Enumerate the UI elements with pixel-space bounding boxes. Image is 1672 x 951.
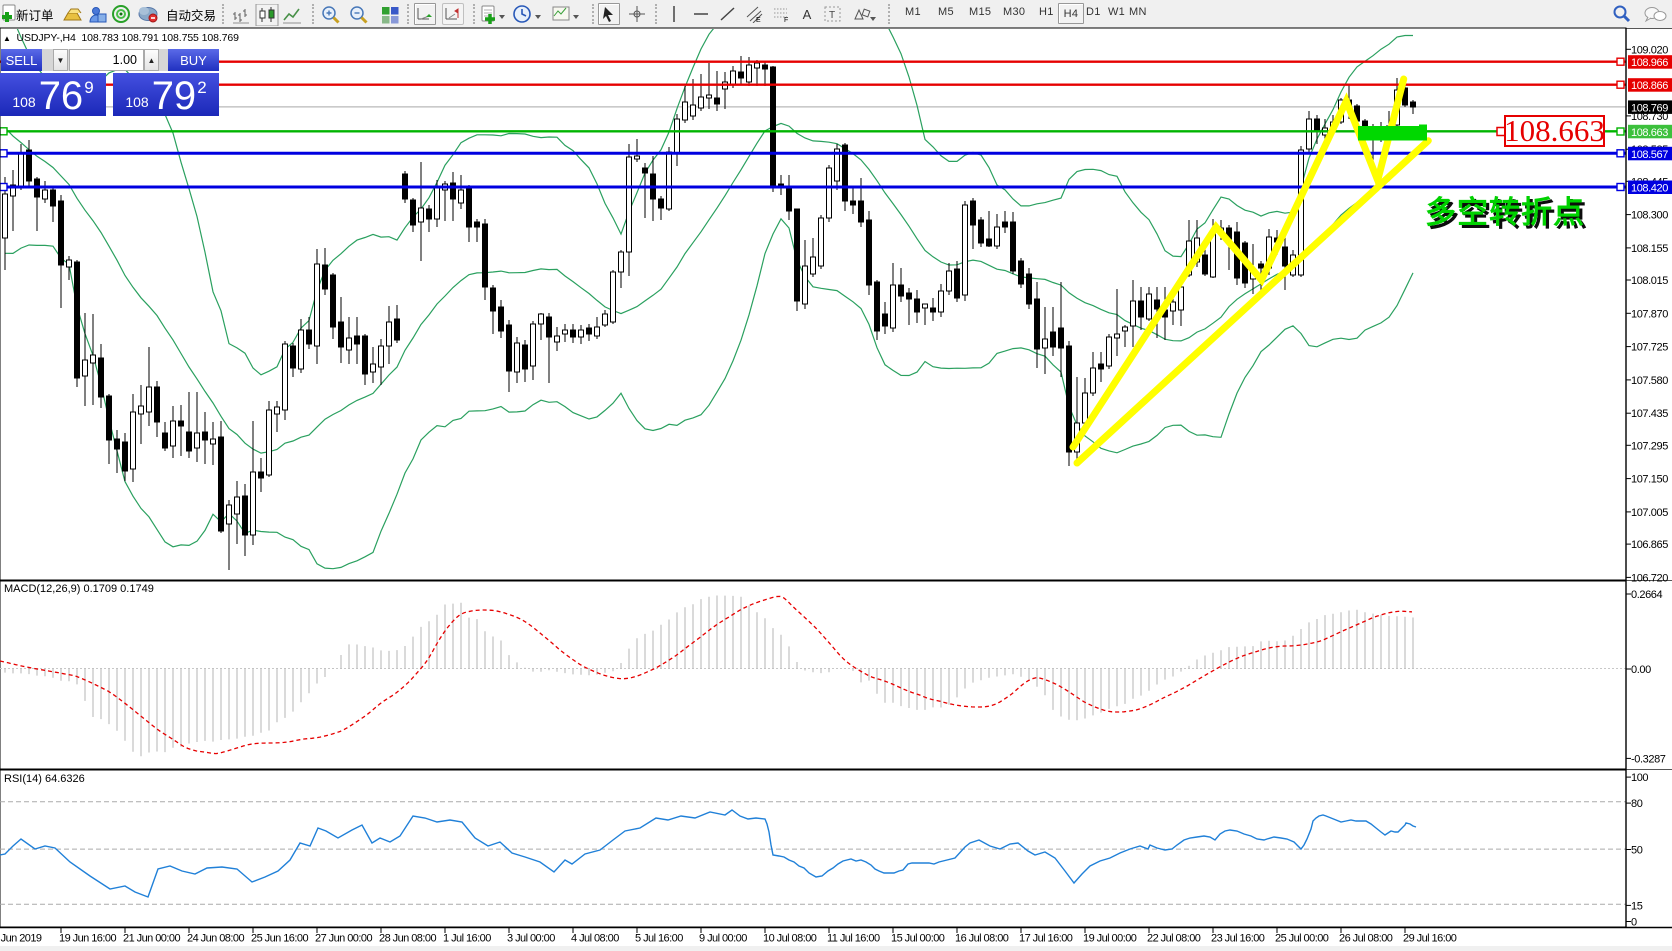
svg-text:100: 100 (1631, 772, 1648, 784)
svg-text:24 Jun 08:00: 24 Jun 08:00 (187, 933, 244, 945)
svg-text:RSI(14) 64.6326: RSI(14) 64.6326 (4, 773, 85, 785)
svg-text:50: 50 (1631, 845, 1643, 857)
svg-text:E: E (756, 17, 761, 23)
svg-text:4 Jul 08:00: 4 Jul 08:00 (571, 933, 619, 945)
svg-text:T: T (829, 10, 835, 21)
svg-text:17 Jul 16:00: 17 Jul 16:00 (1019, 933, 1073, 945)
svg-text:29 Jul 16:00: 29 Jul 16:00 (1403, 933, 1457, 945)
svg-text:108.966: 108.966 (1631, 57, 1668, 69)
svg-text:25 Jun 16:00: 25 Jun 16:00 (251, 933, 308, 945)
svg-text:107.435: 107.435 (1631, 408, 1668, 420)
svg-text:108.567: 108.567 (1631, 149, 1668, 161)
svg-text:3 Jul 00:00: 3 Jul 00:00 (507, 933, 555, 945)
svg-text:108.155: 108.155 (1631, 243, 1668, 255)
svg-text:22 Jul 08:00: 22 Jul 08:00 (1147, 933, 1201, 945)
svg-text:MACD(12,26,9) 0.1709 0.1749: MACD(12,26,9) 0.1709 0.1749 (4, 583, 154, 595)
svg-text:18 Jun 2019: 18 Jun 2019 (0, 933, 42, 945)
svg-text:109.020: 109.020 (1631, 44, 1668, 56)
svg-text:108.300: 108.300 (1631, 210, 1668, 222)
svg-text:19 Jul 00:00: 19 Jul 00:00 (1083, 933, 1137, 945)
svg-text:0: 0 (1631, 917, 1637, 929)
svg-text:0.2664: 0.2664 (1631, 589, 1663, 601)
svg-text:108.015: 108.015 (1631, 275, 1668, 287)
svg-text:107.580: 107.580 (1631, 375, 1668, 387)
svg-text:15: 15 (1631, 900, 1643, 912)
svg-text:108.769: 108.769 (1631, 102, 1668, 114)
svg-text:26 Jul 08:00: 26 Jul 08:00 (1339, 933, 1393, 945)
svg-text:106.865: 106.865 (1631, 539, 1668, 551)
svg-text:16 Jul 08:00: 16 Jul 08:00 (955, 933, 1009, 945)
svg-text:28 Jun 08:00: 28 Jun 08:00 (379, 933, 436, 945)
svg-text:108.663: 108.663 (1631, 127, 1668, 139)
svg-text:107.725: 107.725 (1631, 342, 1668, 354)
svg-text:9 Jul 00:00: 9 Jul 00:00 (699, 933, 747, 945)
svg-text:0.00: 0.00 (1631, 664, 1651, 676)
svg-text:80: 80 (1631, 798, 1643, 810)
svg-text:107.150: 107.150 (1631, 474, 1668, 486)
svg-text:107.870: 107.870 (1631, 308, 1668, 320)
svg-text:1 Jul 16:00: 1 Jul 16:00 (443, 933, 491, 945)
svg-text:F: F (784, 17, 788, 23)
svg-text:107.295: 107.295 (1631, 440, 1668, 452)
svg-text:5 Jul 16:00: 5 Jul 16:00 (635, 933, 683, 945)
svg-text:11 Jul 16:00: 11 Jul 16:00 (827, 933, 880, 945)
svg-text:21 Jun 00:00: 21 Jun 00:00 (123, 933, 180, 945)
svg-text:108.420: 108.420 (1631, 183, 1668, 195)
svg-text:25 Jul 00:00: 25 Jul 00:00 (1275, 933, 1329, 945)
svg-text:108.866: 108.866 (1631, 80, 1668, 92)
svg-text:107.005: 107.005 (1631, 507, 1668, 519)
svg-text:15 Jul 00:00: 15 Jul 00:00 (891, 933, 945, 945)
svg-text:106.720: 106.720 (1631, 572, 1668, 584)
svg-text:-0.3287: -0.3287 (1631, 753, 1666, 765)
svg-text:27 Jun 00:00: 27 Jun 00:00 (315, 933, 372, 945)
svg-text:10 Jul 08:00: 10 Jul 08:00 (763, 933, 817, 945)
svg-text:23 Jul 16:00: 23 Jul 16:00 (1211, 933, 1265, 945)
svg-text:19 Jun 16:00: 19 Jun 16:00 (59, 933, 116, 945)
